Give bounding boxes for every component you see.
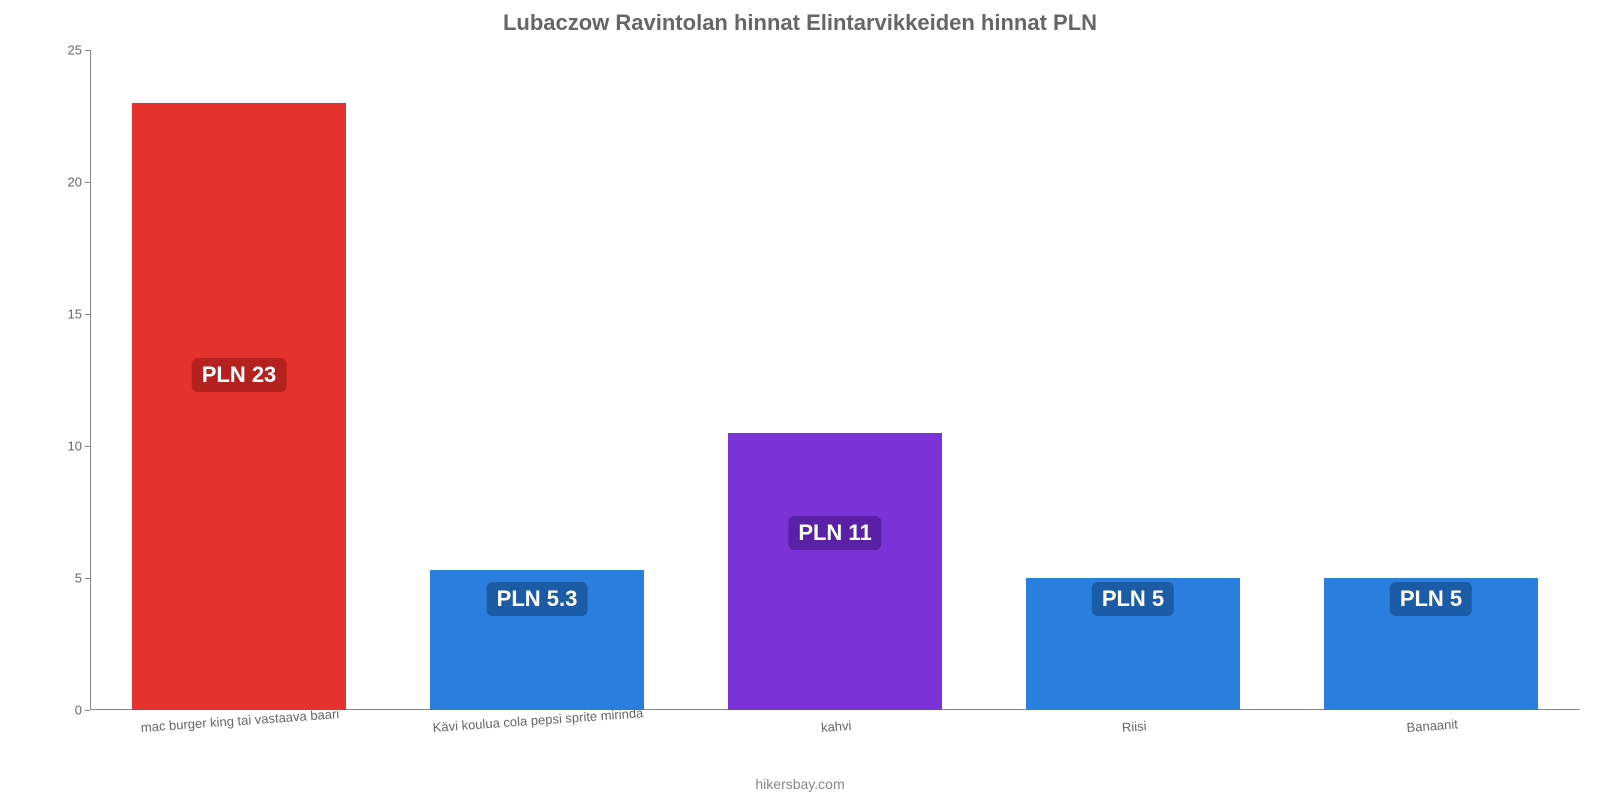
bar <box>132 103 347 710</box>
bar-value-label: PLN 5 <box>1092 582 1174 616</box>
x-tick-label: Banaanit <box>1405 706 1458 735</box>
bar-value-label: PLN 5 <box>1390 582 1472 616</box>
bar <box>728 433 943 710</box>
x-tick-label: kahvi <box>820 708 852 735</box>
attribution-text: hikersbay.com <box>0 776 1600 792</box>
bar-value-label: PLN 23 <box>192 358 287 392</box>
plot-area: 0510152025mac burger king tai vastaava b… <box>90 50 1580 710</box>
chart-title: Lubaczow Ravintolan hinnat Elintarvikkei… <box>0 10 1600 36</box>
y-tick <box>85 182 90 183</box>
bar-value-label: PLN 11 <box>788 516 881 550</box>
y-tick <box>85 50 90 51</box>
y-tick <box>85 446 90 447</box>
y-tick <box>85 710 90 711</box>
bar-value-label: PLN 5.3 <box>487 582 588 616</box>
y-tick <box>85 314 90 315</box>
y-axis <box>90 50 91 710</box>
price-bar-chart: Lubaczow Ravintolan hinnat Elintarvikkei… <box>0 0 1600 800</box>
y-tick <box>85 578 90 579</box>
x-tick-label: Riisi <box>1121 708 1147 735</box>
